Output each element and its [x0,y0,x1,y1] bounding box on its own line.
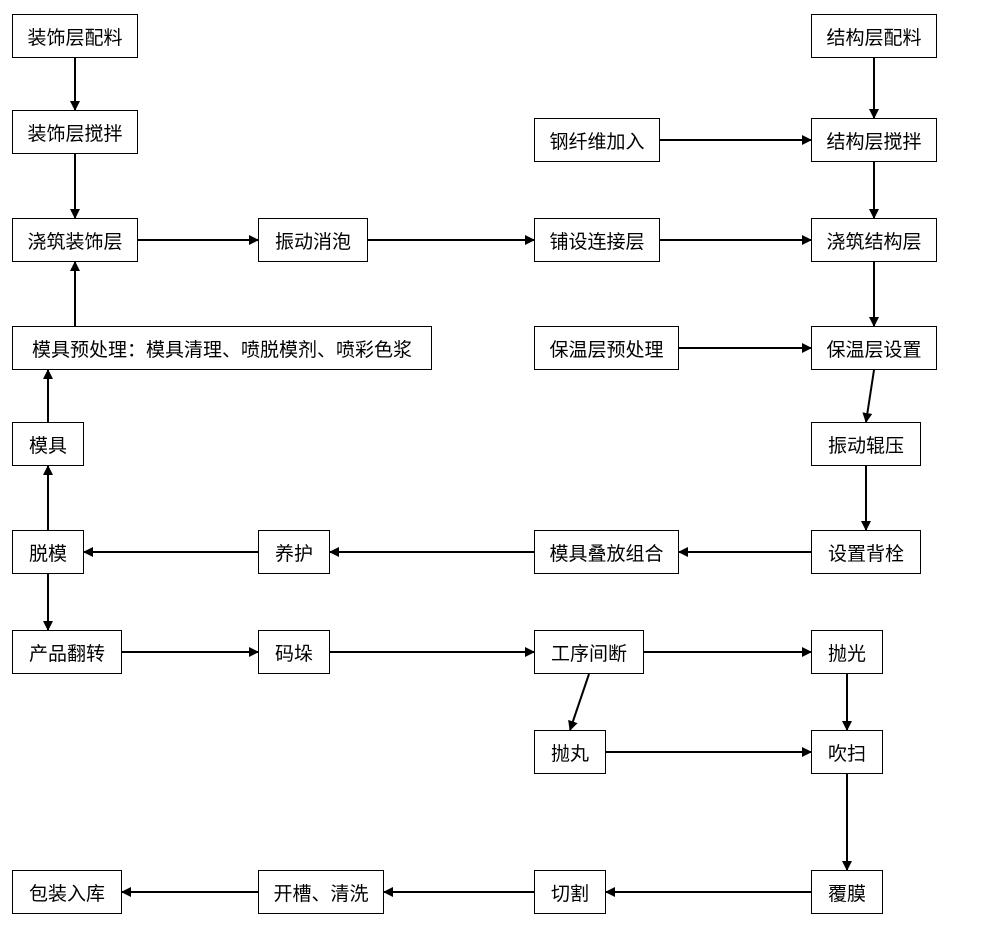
flowchart-node: 抛光 [811,630,883,674]
flowchart-node: 吹扫 [811,730,883,774]
node-label: 模具叠放组合 [549,539,663,566]
node-label: 抛光 [828,639,866,666]
flowchart-node: 脱模 [12,530,84,574]
node-label: 抛丸 [551,739,589,766]
node-label: 切割 [551,879,589,906]
flowchart-node: 铺设连接层 [534,218,660,262]
node-label: 钢纤维加入 [549,127,644,154]
node-label: 振动辊压 [828,431,904,458]
node-label: 养护 [275,539,313,566]
flowchart-node: 结构层搅拌 [811,118,937,162]
node-label: 结构层搅拌 [826,127,921,154]
flowchart-node: 工序间断 [534,630,644,674]
node-label: 浇筑装饰层 [27,227,122,254]
node-label: 吹扫 [828,739,866,766]
flowchart-node: 浇筑结构层 [811,218,937,262]
flowchart-node: 养护 [258,530,330,574]
flowchart-node: 产品翻转 [12,630,122,674]
flowchart-node: 保温层预处理 [534,326,679,370]
flowchart-node: 装饰层配料 [12,14,138,58]
flowchart-node: 结构层配料 [811,14,937,58]
flowchart-node: 覆膜 [811,870,883,914]
node-label: 装饰层搅拌 [27,119,122,146]
flowchart-edge [570,674,589,730]
node-label: 包装入库 [29,879,105,906]
flowchart-node: 钢纤维加入 [534,118,660,162]
flowchart-node: 浇筑装饰层 [12,218,138,262]
node-label: 设置背栓 [828,539,904,566]
node-label: 模具预处理：模具清理、喷脱模剂、喷彩色浆 [32,335,412,362]
node-label: 结构层配料 [826,23,921,50]
flowchart-node: 模具预处理：模具清理、喷脱模剂、喷彩色浆 [12,326,432,370]
flowchart-node: 开槽、清洗 [258,870,384,914]
node-label: 脱模 [29,539,67,566]
flowchart-node: 装饰层搅拌 [12,110,138,154]
flowchart-node: 抛丸 [534,730,606,774]
node-label: 码垛 [275,639,313,666]
flowchart-node: 码垛 [258,630,330,674]
node-label: 覆膜 [828,879,866,906]
node-label: 保温层设置 [826,335,921,362]
node-label: 振动消泡 [275,227,351,254]
flowchart-node: 振动辊压 [811,422,921,466]
node-label: 浇筑结构层 [826,227,921,254]
node-label: 铺设连接层 [549,227,644,254]
node-label: 模具 [29,431,67,458]
flowchart-node: 设置背栓 [811,530,921,574]
flowchart-node: 模具叠放组合 [534,530,679,574]
node-label: 装饰层配料 [27,23,122,50]
flowchart-node: 保温层设置 [811,326,937,370]
node-label: 工序间断 [551,639,627,666]
flowchart-node: 切割 [534,870,606,914]
node-label: 开槽、清洗 [273,879,368,906]
node-label: 产品翻转 [29,639,105,666]
flowchart-node: 振动消泡 [258,218,368,262]
flowchart-node: 包装入库 [12,870,122,914]
flowchart-edge [866,370,874,422]
node-label: 保温层预处理 [549,335,663,362]
flowchart-node: 模具 [12,422,84,466]
